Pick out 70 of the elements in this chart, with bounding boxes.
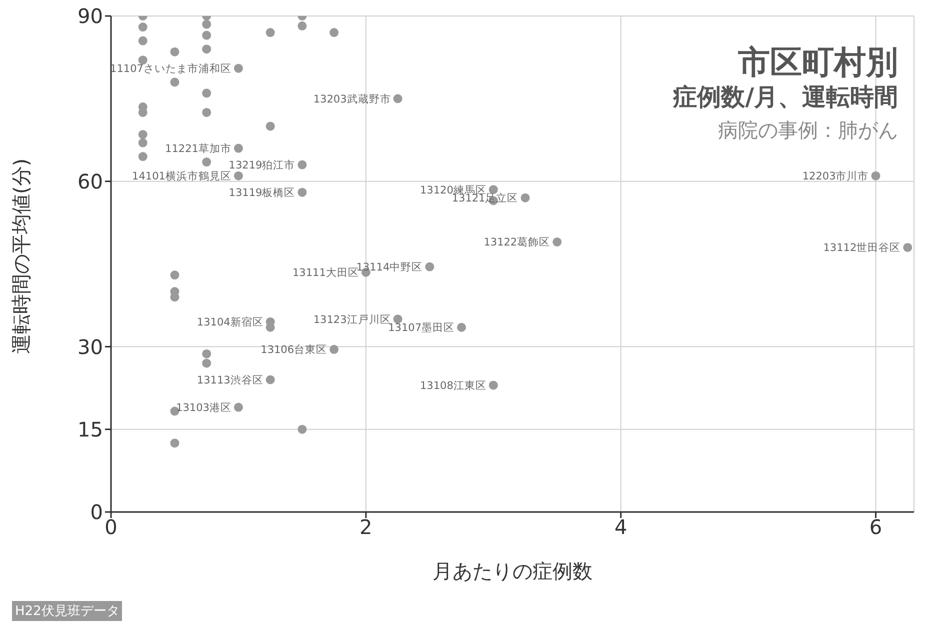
point: [234, 402, 243, 412]
point: [202, 108, 212, 117]
point: [170, 270, 180, 280]
point: [202, 30, 212, 40]
point: [298, 188, 307, 197]
x-tick-label: 2: [360, 515, 372, 540]
point: [202, 349, 212, 358]
point: [488, 380, 498, 390]
point: [266, 122, 275, 131]
point: [202, 20, 212, 29]
point: [330, 28, 339, 38]
point: [138, 56, 148, 65]
annotation: 13203武蔵野市: [313, 92, 391, 106]
annotation: 13104新宿区: [196, 316, 264, 329]
annotation: 13106台東区: [260, 343, 328, 356]
annotation: 13112世田谷区: [823, 241, 901, 254]
annotation: 病院の事例：肺がん: [717, 118, 898, 143]
point: [552, 237, 562, 246]
annotation: 13103港区: [176, 401, 232, 414]
y-tick-label: 15: [78, 417, 103, 442]
point: [234, 144, 243, 153]
point: [138, 130, 148, 139]
annotation: 13108江東区: [420, 378, 486, 392]
annotation: 13111大田区: [292, 266, 359, 279]
point: [903, 242, 912, 252]
point: [138, 152, 148, 162]
y-axis-title: 運転時間の平均値(分): [9, 158, 34, 354]
point: [170, 78, 180, 87]
annotation: 13107墨田区: [388, 322, 455, 334]
annotation: 13219狛江市: [228, 158, 296, 172]
point: [393, 94, 402, 104]
point: [138, 138, 148, 148]
point: [234, 64, 243, 73]
annotation: 11221草加市: [165, 142, 232, 155]
x-axis-title: 月あたりの症例数: [432, 559, 592, 583]
point: [266, 375, 275, 384]
point: [202, 88, 212, 98]
point: [170, 47, 180, 56]
annotation: 13122葛飾区: [484, 236, 550, 249]
y-tick-label: 0: [90, 500, 103, 524]
annotation: 13114中野区: [356, 260, 423, 274]
point: [298, 21, 307, 30]
y-tick-label: 60: [78, 169, 103, 194]
annotation: 14101横浜市鶴見区: [132, 170, 232, 183]
point: [871, 171, 880, 180]
point: [138, 22, 148, 32]
point: [202, 358, 212, 368]
point: [202, 44, 212, 54]
x-tick-label: 4: [614, 515, 628, 540]
point: [298, 424, 307, 434]
x-tick-label: 6: [869, 515, 882, 540]
y-tick-label: 30: [78, 334, 103, 359]
annotation: 13123江戸川区: [313, 312, 391, 326]
point: [202, 158, 212, 167]
y-tick-label: 90: [78, 4, 103, 28]
annotation: 13113渋谷区: [196, 373, 264, 386]
annotation: 12203市川市: [802, 170, 869, 183]
point: [425, 262, 434, 272]
text: 症例数/月、運転時間: [673, 82, 898, 112]
point: [457, 322, 466, 332]
point: [330, 344, 339, 354]
point: [298, 160, 307, 170]
text: H22伏見班データ: [12, 601, 122, 621]
annotation: 13119板橋区: [228, 187, 296, 200]
point: [234, 171, 243, 180]
point: [170, 438, 180, 448]
point: [266, 28, 275, 38]
text: 市区町村別: [737, 42, 898, 82]
point: [138, 36, 148, 46]
point: [520, 193, 530, 202]
